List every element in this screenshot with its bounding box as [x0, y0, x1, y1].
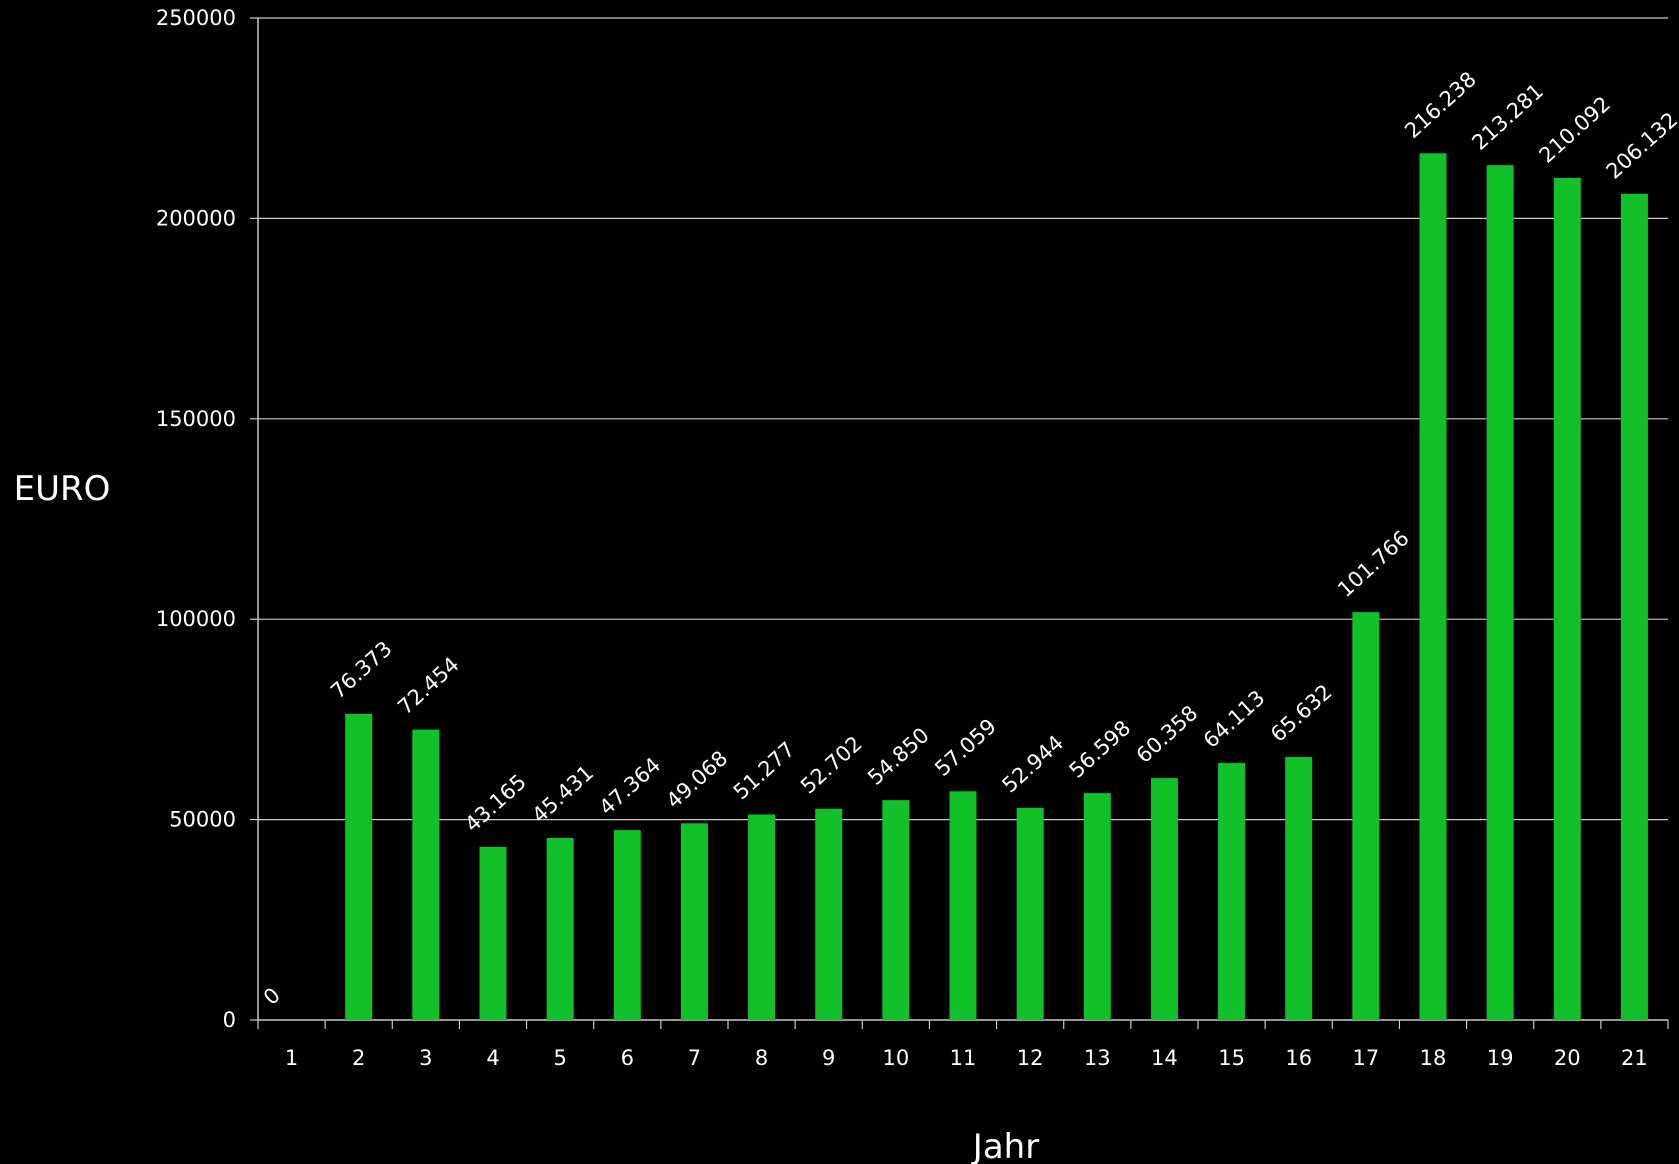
bar	[1419, 153, 1447, 1020]
data-label: 51.277	[729, 737, 800, 804]
bar	[479, 846, 507, 1020]
data-label: 65.632	[1266, 680, 1337, 747]
x-tick-label: 19	[1487, 1046, 1514, 1070]
data-label: 206.132	[1602, 108, 1679, 184]
bar	[412, 729, 440, 1020]
y-tick-label: 50000	[169, 808, 236, 832]
bars	[345, 153, 1648, 1021]
data-label: 76.373	[326, 637, 397, 704]
y-tick-label: 150000	[156, 407, 236, 431]
gridlines	[258, 17, 1668, 821]
bar	[1486, 165, 1514, 1021]
y-tick-label: 0	[223, 1008, 236, 1032]
data-label: 0	[259, 983, 285, 1010]
bar	[1016, 807, 1044, 1020]
bar	[748, 814, 776, 1020]
x-tick-label: 2	[352, 1046, 365, 1070]
bar	[680, 823, 708, 1020]
x-tick-label: 13	[1084, 1046, 1111, 1070]
data-label: 216.238	[1400, 67, 1481, 143]
bar	[546, 837, 574, 1020]
bar	[1218, 763, 1246, 1020]
bar	[1285, 756, 1313, 1020]
x-tick-label: 3	[419, 1046, 432, 1070]
bar	[1352, 612, 1380, 1020]
data-label: 57.059	[930, 714, 1001, 781]
x-tick-label: 1	[285, 1046, 298, 1070]
y-tick-label: 200000	[156, 206, 236, 230]
bar	[815, 808, 843, 1020]
data-label: 60.358	[1132, 701, 1203, 768]
bar	[1083, 793, 1111, 1020]
bar	[345, 713, 373, 1020]
data-label: 210.092	[1535, 92, 1616, 168]
x-tick-label: 8	[755, 1046, 768, 1070]
x-tick-label: 11	[950, 1046, 977, 1070]
bar	[1150, 778, 1178, 1020]
data-label: 47.364	[595, 753, 666, 820]
x-tick-label: 21	[1621, 1046, 1648, 1070]
bar	[1620, 193, 1648, 1020]
bar	[882, 800, 910, 1020]
x-tick-label: 5	[553, 1046, 566, 1070]
x-tick-label: 6	[621, 1046, 634, 1070]
x-tick-label: 17	[1352, 1046, 1379, 1070]
x-tick-label: 9	[822, 1046, 835, 1070]
x-tick-label: 16	[1285, 1046, 1312, 1070]
data-label: 213.281	[1467, 79, 1548, 155]
data-label: 45.431	[527, 761, 598, 828]
x-tick-label: 20	[1554, 1046, 1581, 1070]
data-label: 52.944	[997, 731, 1068, 798]
y-axis-title: EURO	[14, 469, 111, 509]
data-label: 52.702	[796, 731, 867, 798]
data-label: 49.068	[662, 746, 733, 813]
x-tick-label: 15	[1218, 1046, 1245, 1070]
y-tick-label: 100000	[156, 607, 236, 631]
bar	[1553, 177, 1581, 1020]
data-label: 56.598	[1065, 716, 1136, 783]
x-tick-label: 4	[486, 1046, 499, 1070]
x-tick-label: 18	[1420, 1046, 1447, 1070]
data-label: 64.113	[1199, 686, 1270, 753]
y-tick-label: 250000	[156, 6, 236, 30]
bar	[613, 830, 641, 1020]
data-label: 101.766	[1333, 526, 1414, 602]
data-label: 72.454	[393, 652, 464, 719]
x-tick-label: 10	[882, 1046, 909, 1070]
data-label: 43.165	[460, 770, 531, 837]
data-label: 54.850	[863, 723, 934, 790]
x-tick-label: 7	[688, 1046, 701, 1070]
x-tick-label: 12	[1017, 1046, 1044, 1070]
x-tick-label: 14	[1151, 1046, 1178, 1070]
x-axis-title: Jahr	[971, 1127, 1039, 1164]
bar	[949, 791, 977, 1020]
